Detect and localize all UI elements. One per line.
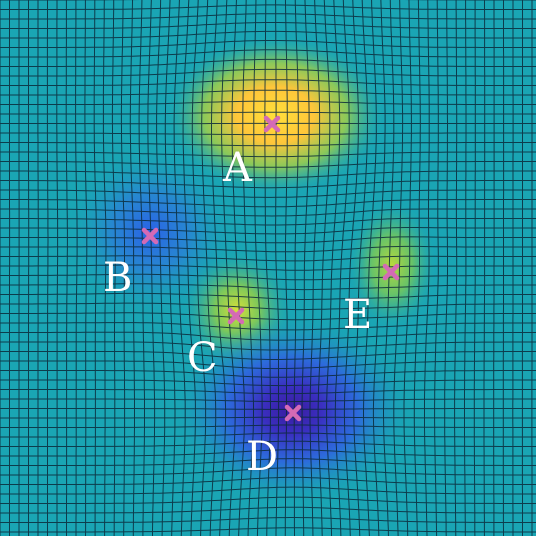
grid-line-horizontal (0, 416, 536, 419)
marker-c (227, 307, 245, 325)
grid-line-horizontal (0, 227, 536, 235)
grid-line-horizontal (0, 236, 536, 244)
grid-line-horizontal (0, 208, 536, 217)
grid-line-horizontal (0, 273, 536, 281)
grid-line-horizontal (0, 351, 536, 360)
grid-line-horizontal (0, 79, 536, 86)
grid-line-horizontal (0, 379, 536, 387)
label-c: C (187, 335, 218, 381)
grid-line-horizontal (0, 132, 536, 136)
grid-line-horizontal (0, 111, 536, 115)
grid-line-horizontal (0, 322, 536, 331)
grid-line-horizontal (0, 283, 536, 291)
label-b: B (103, 255, 133, 301)
marker-e (382, 263, 400, 281)
grid-line-horizontal (0, 68, 536, 77)
grid-line-horizontal (0, 100, 536, 105)
grid-line-horizontal (0, 496, 536, 504)
grid-line-horizontal (0, 89, 536, 96)
grid-line-horizontal (0, 151, 536, 158)
grid-line-horizontal (0, 506, 536, 514)
label-d: D (246, 434, 279, 480)
label-a: A (223, 145, 252, 191)
label-e: E (343, 292, 373, 338)
grid-line-horizontal (0, 189, 536, 198)
grid-line-horizontal (0, 440, 536, 447)
grid-line-horizontal (0, 302, 536, 311)
grid-line-horizontal (0, 170, 536, 179)
grid-line-horizontal (0, 161, 536, 168)
grid-line-horizontal (0, 40, 536, 48)
grid-line-horizontal (0, 4, 536, 10)
grid-line-horizontal (0, 458, 536, 466)
grid-line-horizontal (0, 476, 536, 485)
grid-line-horizontal (0, 398, 536, 403)
grid-line-horizontal (0, 408, 536, 410)
grid-line-horizontal (0, 199, 536, 208)
grid-line-horizontal (0, 292, 536, 300)
grid-line-horizontal (0, 370, 536, 378)
grid-line-horizontal (0, 245, 536, 253)
grid-line-horizontal (0, 486, 536, 495)
grid-line-horizontal (0, 432, 536, 438)
grid-line-horizontal (0, 142, 536, 147)
grid-line-horizontal (0, 331, 536, 341)
marker-d (284, 404, 302, 422)
grid-line-horizontal (0, 312, 536, 321)
grid-line-horizontal (0, 58, 536, 67)
grid-line-horizontal (0, 217, 536, 226)
grid-line-horizontal (0, 389, 536, 395)
grid-line-horizontal (0, 360, 536, 370)
grid-line-horizontal (0, 467, 536, 476)
grid-line-horizontal (0, 22, 536, 29)
grid-line-horizontal (0, 424, 536, 428)
grid-line-horizontal (0, 517, 536, 523)
marker-b (141, 227, 159, 245)
grid-line-horizontal (0, 13, 536, 20)
marker-a (263, 115, 281, 133)
grid-line-horizontal (0, 255, 536, 262)
grid-line-horizontal (0, 49, 536, 58)
grid-line-horizontal (0, 341, 536, 351)
grid-line-horizontal (0, 449, 536, 457)
grid-line-horizontal (0, 180, 536, 189)
grid-line-horizontal (0, 30, 536, 39)
markers-layer (141, 115, 400, 422)
region-e-peak (347, 200, 437, 330)
grid-line-horizontal (0, 264, 536, 271)
grid-line-horizontal (0, 527, 536, 533)
